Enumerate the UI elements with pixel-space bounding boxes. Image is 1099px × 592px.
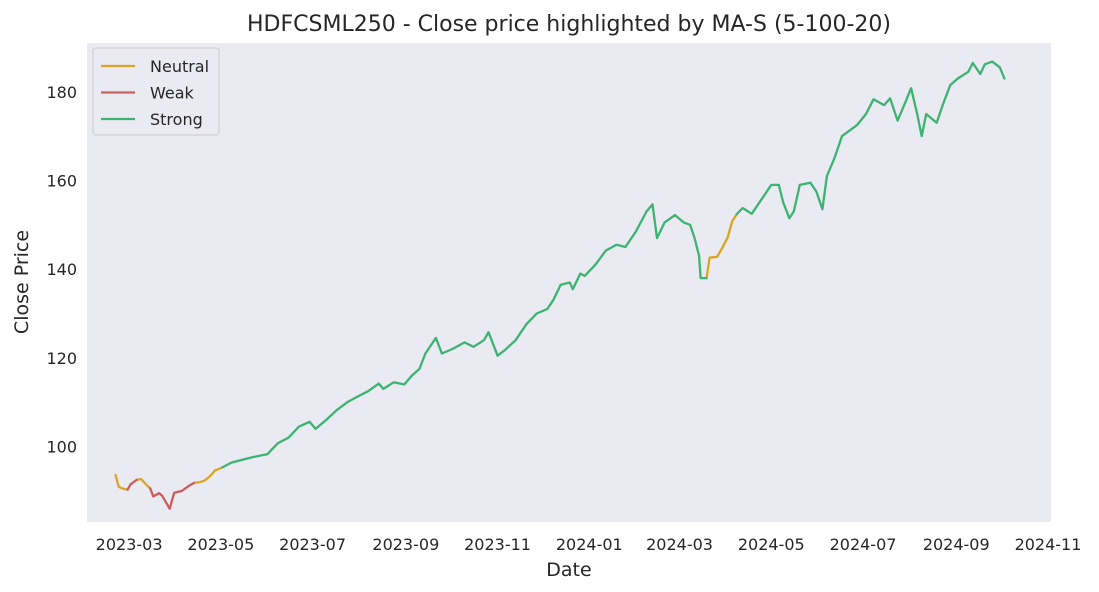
y-tick-label: 160 [46,171,77,190]
y-tick-label: 140 [46,260,77,279]
y-ticks: 100 120 140 160 180 [46,83,77,457]
x-tick-label: 2023-03 [96,535,163,554]
legend-label-strong: Strong [150,110,203,129]
x-tick-label: 2023-07 [279,535,346,554]
x-tick-label: 2024-09 [923,535,990,554]
x-tick-label: 2024-03 [646,535,713,554]
chart-title: HDFCSML250 - Close price highlighted by … [247,12,891,37]
series-line-weak-1 [149,481,195,510]
x-axis-label: Date [546,559,591,581]
series-line-neutral-3 [705,213,738,280]
legend-label-neutral: Neutral [150,57,209,76]
x-tick-label: 2023-05 [187,535,254,554]
lines-layer [114,60,1006,510]
legend-box [92,47,220,136]
series-line-neutral-0 [114,473,129,491]
series-line-strong-0 [221,203,708,469]
x-tick-label: 2024-11 [1015,535,1082,554]
series-line-weak-0 [126,478,138,491]
legend: Neutral Weak Strong [92,47,220,136]
y-tick-label: 180 [46,83,77,102]
y-tick-label: 100 [46,438,77,457]
x-tick-label: 2024-01 [556,535,623,554]
series-line-neutral-2 [192,466,224,485]
legend-label-weak: Weak [150,84,195,103]
series-line-strong-1 [735,60,1006,220]
x-tick-label: 2024-07 [830,535,897,554]
x-tick-label: 2024-05 [738,535,805,554]
series-line-neutral-1 [135,477,152,490]
x-tick-label: 2023-11 [464,535,531,554]
y-axis-label: Close Price [11,230,33,334]
x-ticks: 2023-03 2023-05 2023-07 2023-09 2023-11 2024-… [96,535,1082,554]
y-tick-label: 120 [46,349,77,368]
x-tick-label: 2023-09 [372,535,439,554]
